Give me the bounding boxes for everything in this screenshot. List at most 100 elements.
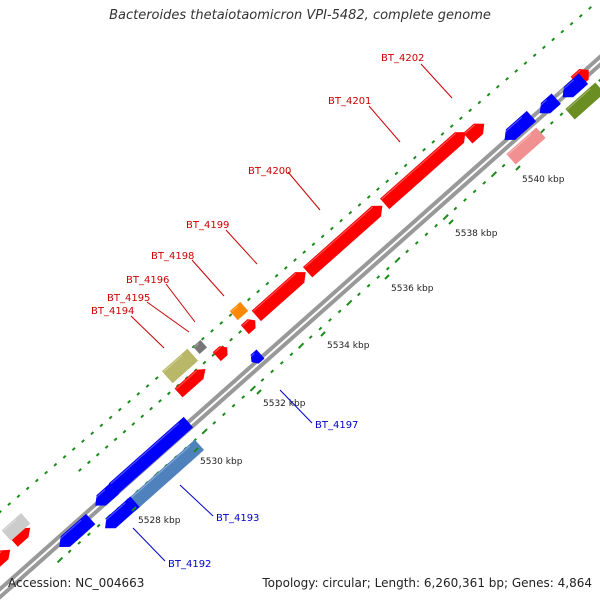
tick-mark (477, 100, 482, 105)
gene-green (565, 82, 600, 120)
tick-mark (117, 407, 122, 412)
tick-mark (482, 180, 487, 185)
tick-mark (229, 337, 234, 342)
tick-mark (71, 447, 76, 451)
scale-tick (256, 389, 262, 395)
tick-mark (549, 120, 554, 125)
tick-mark (442, 214, 449, 221)
tick-mark (158, 399, 162, 403)
tick-mark (212, 420, 217, 425)
tick-mark (394, 256, 401, 264)
tick-mark (453, 206, 458, 211)
gene-grey-left (1, 513, 31, 541)
gene-features (0, 68, 600, 569)
tick-mark (44, 470, 49, 475)
gene-bt-4195 (174, 369, 206, 398)
tick-mark (486, 92, 491, 97)
leader-line (368, 105, 401, 143)
tick-mark (99, 423, 104, 428)
tick-mark (337, 309, 342, 314)
tick-mark (495, 84, 500, 89)
tick-mark (523, 61, 528, 66)
gene-bt-4193a (104, 416, 194, 494)
tick-mark (238, 330, 242, 334)
tick-mark (86, 460, 91, 465)
tick-mark (348, 210, 353, 215)
tick-mark (434, 223, 438, 228)
tick-mark (532, 53, 537, 58)
genome-stats: Topology: circular; Length: 6,260,361 bp… (262, 576, 592, 590)
tick-mark (505, 76, 509, 81)
tick-mark (569, 21, 574, 26)
gene-bt-4192 (101, 496, 140, 529)
gene-bt-4196 (212, 346, 228, 362)
tick-mark (422, 147, 426, 152)
tick-mark (588, 6, 592, 10)
tick-mark (289, 352, 294, 357)
forward-gene-label: BT_4201 (328, 96, 371, 107)
tick-mark (424, 232, 429, 237)
tick-mark (53, 462, 58, 467)
forward-gene-label: BT_4202 (381, 53, 424, 64)
leader-line (279, 389, 313, 424)
tick-mark (414, 240, 419, 245)
tick-mark (376, 275, 381, 280)
tick-mark (339, 218, 344, 223)
tick-mark (67, 549, 72, 554)
tick-mark (136, 391, 141, 396)
scale-tick (384, 274, 390, 280)
tick-mark (270, 369, 275, 374)
scale-label: 5528 kbp (138, 516, 181, 526)
tick-mark (202, 360, 207, 365)
leader-line (191, 259, 225, 297)
tick-mark (62, 454, 67, 459)
tick-mark (127, 399, 131, 404)
map-title: Bacteroides thetaiotaomicron VPI-5482, c… (109, 8, 491, 23)
tick-mark (501, 163, 506, 168)
gene-olive (161, 348, 199, 384)
tick-mark (357, 292, 361, 297)
tick-mark (90, 431, 95, 436)
scale-tick (193, 447, 199, 453)
tick-mark (231, 403, 236, 408)
tick-mark (302, 250, 307, 255)
scale-label: 5538 kbp (455, 229, 498, 239)
tick-mark (81, 439, 85, 444)
tick-mark (385, 266, 390, 271)
leader-line (130, 315, 165, 349)
tick-mark (403, 163, 408, 168)
tick-mark (472, 189, 477, 194)
leader-line (146, 301, 190, 333)
tick-mark (346, 299, 353, 306)
tick-mark (200, 336, 205, 341)
gene-blue-right-3 (559, 73, 589, 98)
tick-mark (394, 171, 399, 176)
tick-mark (104, 445, 109, 449)
tick-mark (385, 179, 390, 184)
scale-tick (448, 219, 454, 225)
tick-mark (279, 360, 284, 365)
tick-mark (122, 429, 127, 434)
gene-blue-small (92, 483, 120, 506)
scale-label: 5530 kbp (200, 457, 243, 467)
tick-mark (0, 510, 2, 514)
scale-tick (131, 506, 137, 512)
tick-mark (241, 395, 246, 400)
tick-mark (463, 198, 467, 202)
tick-mark (274, 273, 279, 278)
tick-mark (440, 132, 445, 136)
tick-mark (376, 187, 380, 192)
tick-mark (211, 353, 216, 357)
accession: Accession: NC_004663 (8, 576, 145, 590)
tick-mark (16, 494, 21, 499)
tick-mark (265, 281, 270, 286)
gene-blue-left (56, 513, 96, 547)
tick-mark (366, 283, 371, 288)
tick-mark (228, 313, 233, 318)
forward-gene-label: BT_4195 (107, 293, 150, 304)
tick-mark (201, 428, 208, 435)
forward-gene-label: BT_4200 (248, 166, 291, 177)
tick-mark (7, 502, 12, 507)
gene-bt-4198 (240, 319, 256, 335)
gene-bt-4202 (463, 123, 485, 144)
